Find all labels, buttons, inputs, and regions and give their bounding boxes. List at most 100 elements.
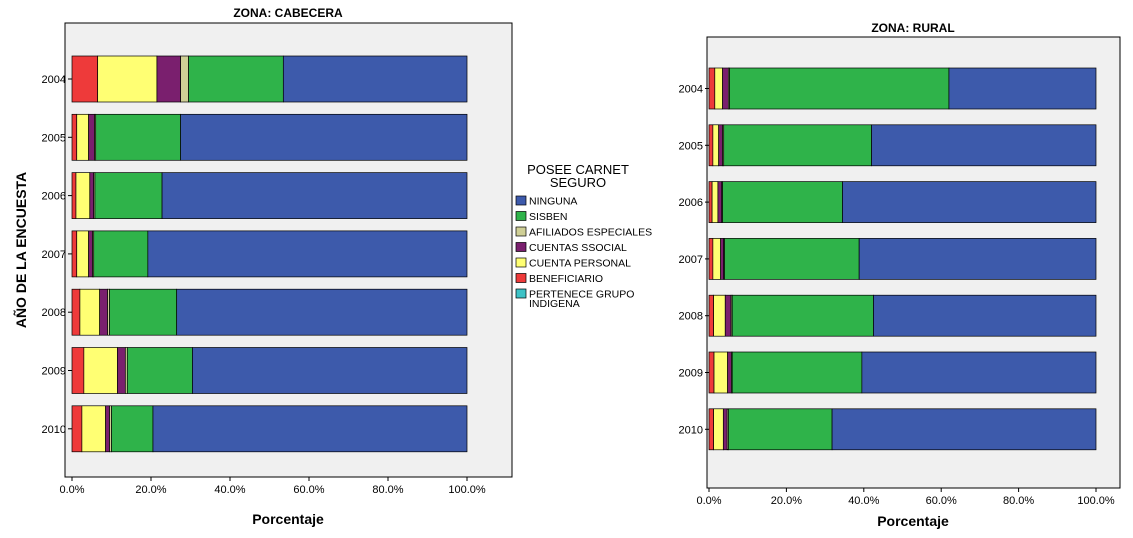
x-tick-label-cabecera-4: 80.0% (372, 484, 403, 496)
bar-cabecera-2008-ninguna (176, 288, 468, 336)
y-tick-label-cabecera-2007: 2007 (42, 249, 66, 261)
legend-label-sisben: SISBEN (529, 211, 568, 223)
bar-rural-2007-beneficiario (708, 238, 714, 280)
bar-rural-2008-sisben (731, 294, 874, 337)
bar-rural-2005-cuentas-ssocial (718, 124, 723, 167)
bar-cabecera-2008-sisben (109, 288, 178, 336)
bars-rural (708, 67, 1097, 451)
bar-cabecera-2009-sisben (126, 347, 193, 394)
x-tick-label-cabecera-3: 60.0% (293, 484, 324, 496)
y-tick-label-cabecera-2009: 2009 (42, 366, 66, 378)
bar-cabecera-2006-sisben (94, 172, 163, 219)
x-tick-label-cabecera-5: 100.0% (448, 484, 486, 496)
legend-swatch-beneficiario (515, 273, 527, 283)
bar-rural-2005-beneficiario (708, 124, 714, 167)
ticks-rural: 2004 2005 2006 2007 2008 2009 2010 0.0% 20.0% 40.… (679, 84, 1115, 508)
y-axis-label-cabecera: AÑO DE LA ENCUESTA (12, 172, 29, 328)
bar-cabecera-2007-sisben (93, 230, 149, 278)
bar-cabecera-2005-sisben (95, 113, 181, 161)
bar-rural-2009-beneficiario (708, 351, 715, 394)
y-tick-label-cabecera-2010: 2010 (42, 424, 66, 436)
legend: POSEE CARNET SEGURO NINGUNA SISBEN AFILIAD… (515, 162, 652, 310)
x-tick-label-rural-5: 100.0% (1077, 495, 1115, 507)
bar-rural-2006-cuentas-ssocial (717, 181, 723, 223)
bar-rural-2007-sisben (724, 238, 860, 280)
bar-rural-2007-cuenta-personal (712, 238, 721, 280)
bar-cabecera-2008-cuentas-ssocial (99, 288, 108, 336)
bar-rural-2008-cuenta-personal (713, 294, 726, 337)
bar-cabecera-2004-beneficiario (71, 55, 99, 103)
x-tick-label-rural-1: 20.0% (771, 495, 802, 507)
bar-cabecera-2007-beneficiario (71, 230, 78, 278)
bar-cabecera-2004-ninguna (282, 55, 468, 103)
bar-cabecera-2004-sisben (188, 55, 284, 103)
bar-rural-2005-sisben (723, 124, 872, 167)
y-tick-label-rural-2004: 2004 (679, 84, 703, 96)
x-tick-label-rural-2: 40.0% (848, 495, 879, 507)
y-tick-label-cabecera-2006: 2006 (42, 191, 66, 203)
legend-label-cuenta-personal: CUENTA PERSONAL (529, 258, 631, 270)
bar-rural-2008-beneficiario (708, 294, 714, 337)
bar-cabecera-2006-ninguna (161, 172, 468, 219)
x-tick-label-rural-4: 80.0% (1003, 495, 1034, 507)
bar-cabecera-2009-cuenta-personal (83, 347, 118, 394)
bar-cabecera-2006-cuenta-personal (75, 172, 91, 219)
bar-cabecera-2008-cuenta-personal (79, 288, 101, 336)
chart-cabecera: ZONA: CABECERA Porcentaje AÑO DE LA ENCU… (12, 6, 513, 527)
bar-rural-2006-ninguna (842, 181, 1097, 223)
legend-label-afiliados-especiales: AFILIADOS ESPECIALES (529, 227, 652, 239)
y-tick-label-rural-2007: 2007 (679, 254, 703, 266)
legend-label-ninguna: NINGUNA (529, 196, 577, 208)
legend-title-line1: POSEE CARNET (527, 162, 629, 177)
bar-cabecera-2007-cuentas-ssocial (88, 230, 93, 278)
x-axis-label-rural: Porcentaje (877, 513, 949, 529)
bar-rural-2004-sisben (729, 67, 950, 110)
y-tick-label-cabecera-2005: 2005 (42, 132, 66, 144)
y-tick-label-rural-2006: 2006 (679, 197, 703, 209)
bar-cabecera-2004-cuenta-personal (97, 55, 158, 103)
bar-rural-2007-cuentas-ssocial (720, 238, 725, 280)
bar-rural-2005-cuenta-personal (712, 124, 720, 167)
bar-cabecera-2010-cuentas-ssocial (105, 405, 110, 453)
bar-cabecera-2010-beneficiario (71, 405, 83, 453)
bar-rural-2010-cuentas-ssocial (722, 408, 728, 451)
bar-cabecera-2010-cuenta-personal (81, 405, 106, 453)
ticks-cabecera: 2004 2005 2006 2007 2008 2009 2010 0.0% 20.0% 40.… (42, 74, 486, 496)
y-tick-label-rural-2005: 2005 (679, 140, 703, 152)
bar-cabecera-2010-ninguna (152, 405, 468, 453)
bar-rural-2010-beneficiario (708, 408, 714, 451)
bars-cabecera (71, 55, 468, 453)
bar-rural-2009-cuenta-personal (713, 351, 728, 394)
bar-cabecera-2004-cuentas-ssocial (156, 55, 181, 103)
x-tick-label-cabecera-2: 40.0% (214, 484, 245, 496)
bar-cabecera-2009-cuentas-ssocial (117, 347, 126, 394)
bar-cabecera-2006-beneficiario (71, 172, 77, 219)
bar-rural-2007-ninguna (858, 238, 1097, 280)
bar-rural-2009-ninguna (861, 351, 1097, 394)
x-tick-label-cabecera-0: 0.0% (59, 484, 84, 496)
y-tick-label-cabecera-2008: 2008 (42, 307, 66, 319)
bar-rural-2008-ninguna (873, 294, 1097, 337)
bar-rural-2006-sisben (722, 181, 843, 223)
bar-cabecera-2008-beneficiario (71, 288, 81, 336)
legend-swatch-pertenece-grupo (515, 288, 527, 299)
bar-cabecera-2009-ninguna (192, 347, 468, 394)
legend-label-cuentas-ssocial: CUENTAS SSOCIAL (529, 242, 627, 254)
legend-swatch-afiliados-especiales (515, 226, 527, 237)
chart-title-cabecera: ZONA: CABECERA (233, 6, 343, 20)
bar-cabecera-2006-cuentas-ssocial (89, 172, 95, 219)
bar-rural-2010-cuenta-personal (713, 408, 724, 451)
bar-cabecera-2007-ninguna (147, 230, 468, 278)
x-tick-label-rural-0: 0.0% (696, 495, 721, 507)
bar-rural-2010-sisben (727, 408, 833, 451)
y-tick-label-rural-2010: 2010 (679, 424, 703, 436)
legend-label2-pertenece-grupo: INDIGENA (529, 298, 580, 310)
x-tick-label-rural-3: 60.0% (926, 495, 957, 507)
bar-cabecera-2004-afiliados-especiales (180, 55, 189, 103)
bar-rural-2008-cuentas-ssocial (724, 294, 732, 337)
bar-rural-2010-ninguna (831, 408, 1097, 451)
y-tick-label-cabecera-2004: 2004 (42, 74, 66, 86)
bar-rural-2004-beneficiario (708, 67, 716, 110)
legend-items: NINGUNA SISBEN AFILIADOS ESPECIALES CUENTAS… (515, 196, 652, 310)
